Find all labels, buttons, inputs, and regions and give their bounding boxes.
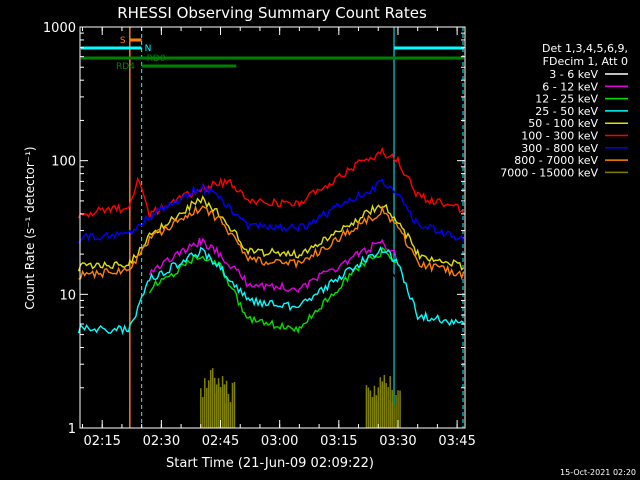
series-line <box>77 245 465 336</box>
x-tick-label: 02:30 <box>143 434 180 449</box>
x-tick-label: 02:15 <box>83 434 120 449</box>
timestamp: 15-Oct-2021 02:20 <box>560 468 636 477</box>
legend-label: 12 - 25 keV <box>535 93 598 106</box>
legend-label: 7000 - 15000 keV <box>500 166 598 179</box>
y-tick-label: 1 <box>68 422 76 437</box>
x-tick-label: 03:00 <box>261 434 298 449</box>
y-axis-label: Count Rate (s⁻¹ detector⁻¹) <box>23 146 37 309</box>
legend-label: 50 - 100 keV <box>528 117 598 130</box>
annotation-s: S <box>120 36 126 46</box>
legend: Det 1,3,4,5,6,9,FDecim 1, Att 03 - 6 keV… <box>500 42 628 179</box>
legend-label: 800 - 7000 keV <box>514 154 598 167</box>
y-tick-label: 10 <box>59 288 76 303</box>
legend-label: 25 - 50 keV <box>535 105 598 118</box>
legend-label: 6 - 12 keV <box>542 80 598 93</box>
legend-label: 3 - 6 keV <box>549 68 598 81</box>
plot-frame <box>79 26 466 429</box>
legend-header: Det 1,3,4,5,6,9, <box>542 42 628 55</box>
x-tick-label: 03:45 <box>438 434 475 449</box>
legend-header: FDecim 1, Att 0 <box>543 55 628 68</box>
x-tick-label: 02:45 <box>202 434 239 449</box>
chart-title: RHESSI Observing Summary Count Rates <box>117 4 427 22</box>
y-tick-label: 1000 <box>43 21 76 36</box>
x-axis-label: Start Time (21-Jun-09 02:09:22) <box>166 456 374 471</box>
series-line <box>78 204 465 281</box>
y-tick-label: 100 <box>51 155 76 170</box>
legend-label: 100 - 300 keV <box>521 130 598 143</box>
series-line <box>77 146 465 219</box>
legend-label: 300 - 800 keV <box>521 142 598 155</box>
series-line <box>148 237 397 294</box>
x-tick-label: 03:15 <box>320 434 357 449</box>
series-line <box>148 246 397 334</box>
axes-layer: 1 10 100 1000 02:15 02:30 02:45 03:00 03:15 03:30… <box>43 21 476 449</box>
annotation-n: N <box>145 44 152 54</box>
x-tick-label: 03:30 <box>379 434 416 449</box>
annotation-rd4: RD4 <box>116 62 135 72</box>
series-line <box>78 178 465 244</box>
series-line <box>148 257 397 321</box>
annotation-rd0: RD0 <box>147 54 166 64</box>
